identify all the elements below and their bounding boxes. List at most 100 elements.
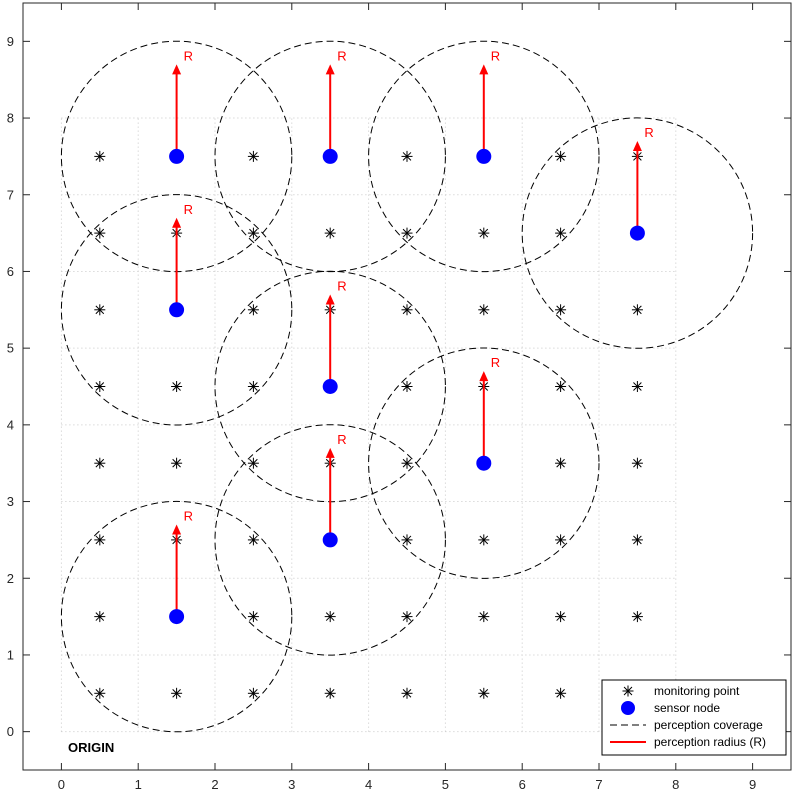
monitoring-point — [478, 687, 490, 699]
monitoring-point — [94, 687, 106, 699]
sensor-node — [322, 532, 338, 548]
monitoring-point — [247, 227, 259, 239]
y-tick-label: 9 — [7, 34, 14, 49]
sensor-node — [322, 148, 338, 164]
axis-ticks: 0 1 2 3 4 5 6 7 8 9 0 1 2 3 4 5 6 7 8 9 — [7, 3, 791, 792]
radius-label: R — [337, 278, 346, 293]
monitoring-point — [555, 611, 567, 623]
monitoring-point — [94, 611, 106, 623]
monitoring-point — [555, 534, 567, 546]
x-tick-label: 8 — [672, 777, 679, 792]
monitoring-point — [631, 534, 643, 546]
monitoring-point — [401, 687, 413, 699]
y-tick-label: 2 — [7, 571, 14, 586]
radius-arrow — [172, 64, 182, 157]
monitoring-point — [247, 381, 259, 392]
monitoring-point — [631, 611, 643, 623]
monitoring-point — [94, 150, 106, 162]
sensor-node — [169, 302, 185, 318]
origin-annotation: ORIGIN — [68, 740, 114, 755]
legend-marker-monitoring — [622, 685, 634, 697]
monitoring-point — [247, 611, 259, 623]
monitoring-point — [401, 534, 413, 546]
radius-label: R — [491, 355, 500, 370]
radius-arrow — [479, 64, 489, 157]
coverage-circle — [60, 194, 293, 426]
coverage-circle — [368, 40, 600, 273]
radius-label: R — [337, 48, 346, 63]
x-tick-label: 2 — [211, 777, 218, 792]
x-tick-label: 9 — [749, 777, 756, 792]
monitoring-point — [555, 381, 567, 392]
y-tick-label: 5 — [7, 341, 14, 356]
radius-label: R — [644, 125, 653, 140]
monitoring-point — [555, 150, 567, 162]
monitoring-point — [555, 304, 567, 316]
plot-frame — [22, 2, 792, 771]
legend-label: perception radius (R) — [654, 735, 766, 749]
monitoring-point — [478, 611, 490, 623]
x-tick-label: 4 — [365, 777, 372, 792]
monitoring-point — [94, 227, 106, 239]
radius-arrows — [172, 64, 642, 617]
radius-arrow — [325, 294, 335, 387]
monitoring-point — [171, 381, 183, 392]
radius-arrow — [325, 447, 335, 540]
monitoring-point — [324, 687, 336, 699]
coverage-circle — [368, 347, 600, 579]
legend-label: sensor node — [654, 701, 720, 715]
legend-label: perception coverage — [654, 718, 763, 732]
sensor-node — [476, 148, 492, 164]
radius-arrow — [172, 524, 182, 617]
monitoring-point — [247, 534, 259, 546]
radius-label: R — [184, 48, 193, 63]
monitoring-point — [324, 227, 336, 239]
monitoring-point — [631, 381, 643, 392]
monitoring-point — [247, 304, 259, 316]
monitoring-point — [401, 227, 413, 239]
radius-label: R — [491, 48, 500, 63]
coverage-circle — [214, 424, 446, 656]
legend-marker-sensor — [621, 701, 635, 715]
y-tick-label: 0 — [7, 724, 14, 739]
monitoring-point — [247, 687, 259, 699]
legend: monitoring point sensor node perception co… — [601, 679, 787, 756]
monitoring-point — [631, 457, 643, 469]
radius-label: R — [184, 509, 193, 524]
legend-label: monitoring point — [654, 684, 740, 698]
sensor-node — [322, 379, 338, 394]
sensor-node — [476, 455, 492, 471]
x-tick-label: 0 — [58, 777, 65, 792]
monitoring-point — [401, 304, 413, 316]
y-tick-label: 3 — [7, 494, 14, 509]
x-tick-label: 5 — [442, 777, 449, 792]
monitoring-point — [555, 687, 567, 699]
monitoring-point — [247, 457, 259, 469]
x-tick-label: 7 — [595, 777, 602, 792]
radius-arrow — [325, 64, 335, 157]
monitoring-point — [555, 457, 567, 469]
monitoring-point — [631, 304, 643, 316]
coverage-circle — [60, 500, 293, 733]
sensor-node — [629, 225, 645, 241]
x-tick-label: 6 — [519, 777, 526, 792]
monitoring-point — [555, 227, 567, 239]
coverage-circle — [521, 117, 754, 349]
radius-label: R — [184, 202, 193, 217]
coverage-circles — [60, 40, 754, 733]
radius-arrow — [632, 141, 642, 234]
y-tick-label: 1 — [7, 647, 14, 662]
x-tick-label: 1 — [135, 777, 142, 792]
monitoring-point — [401, 150, 413, 162]
y-tick-label: 7 — [7, 187, 14, 202]
monitoring-point — [401, 381, 413, 392]
monitoring-point — [94, 457, 106, 469]
sensor-nodes — [169, 148, 645, 625]
y-tick-label: 8 — [7, 111, 14, 126]
radius-labels: R R R R R R R R R — [184, 48, 654, 523]
monitoring-point — [94, 381, 106, 392]
monitoring-point — [478, 534, 490, 546]
sensor-node — [169, 148, 185, 164]
monitoring-point — [94, 534, 106, 546]
